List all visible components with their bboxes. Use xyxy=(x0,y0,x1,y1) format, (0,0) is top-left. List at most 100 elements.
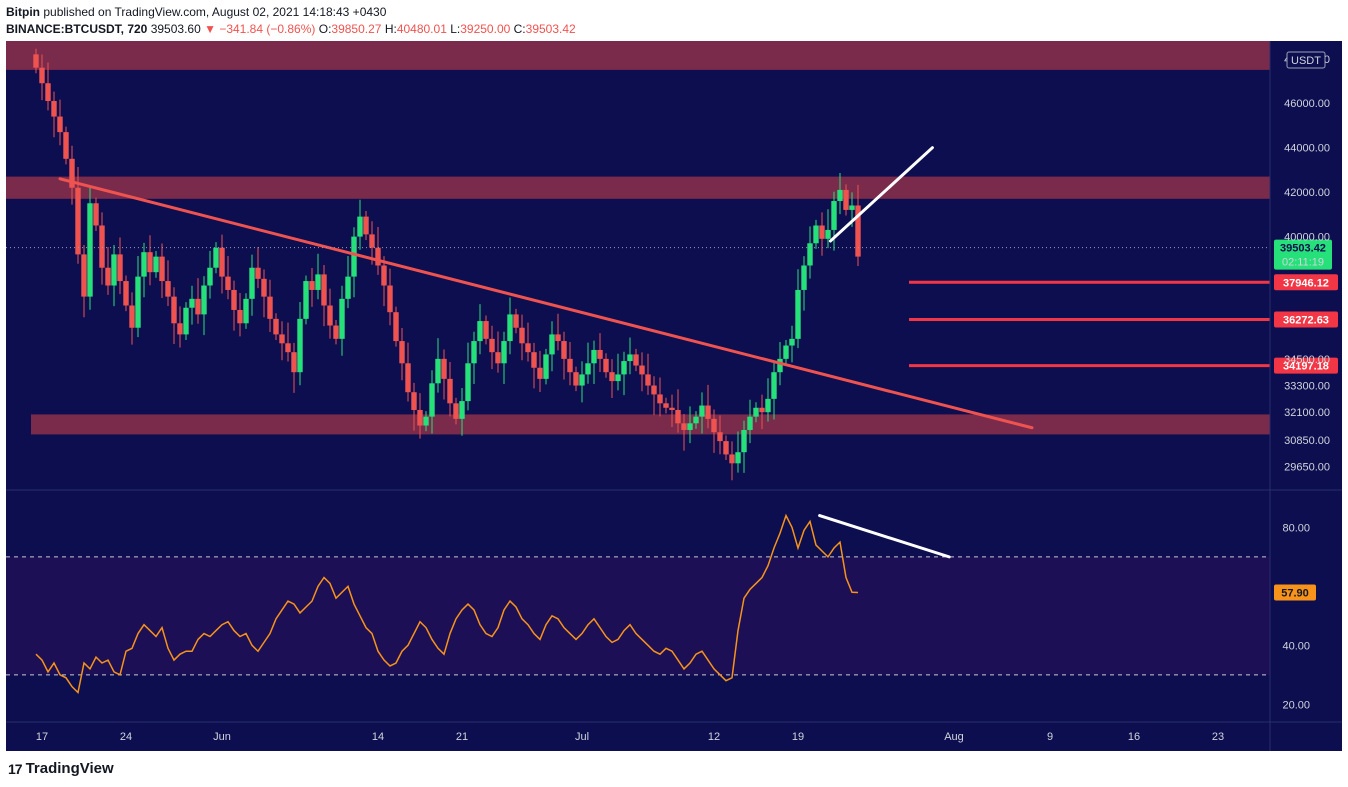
descending-trendline[interactable] xyxy=(58,177,1034,430)
candle-body xyxy=(651,385,657,395)
time-tick-label: 14 xyxy=(372,731,384,743)
candle-body xyxy=(675,409,681,424)
candle-body xyxy=(267,296,273,319)
candle-body xyxy=(339,298,345,339)
candle-body xyxy=(189,298,195,308)
candle-body xyxy=(183,307,189,335)
candle-body xyxy=(69,158,75,188)
candle-body xyxy=(765,398,771,413)
candle-body xyxy=(681,423,687,430)
time-tick-label: Jul xyxy=(575,731,589,743)
time-tick-label: Jun xyxy=(213,731,231,743)
open-value: 39850.27 xyxy=(331,22,382,36)
price-tick-label: 33300.00 xyxy=(1284,381,1330,393)
candle-body xyxy=(63,132,69,159)
candle-body xyxy=(507,314,513,342)
candle-body xyxy=(603,358,609,373)
candle-body xyxy=(711,418,717,433)
price-tick-label: 42000.00 xyxy=(1284,187,1330,199)
high-label: H: xyxy=(384,22,397,36)
tradingview-logo: 17 TradingView xyxy=(8,760,114,777)
candle-body xyxy=(435,358,441,384)
candle-body xyxy=(537,367,543,379)
rising-trendline[interactable] xyxy=(828,146,934,243)
candle-body xyxy=(531,352,537,368)
candle-body xyxy=(111,254,117,286)
candle-body xyxy=(165,281,171,297)
candle-body xyxy=(699,405,705,417)
symbol-name[interactable]: BINANCE:BTCUSDT, 720 xyxy=(6,22,148,36)
price-level-badge xyxy=(1274,274,1338,291)
resistance-zone xyxy=(6,41,1270,70)
candle-body xyxy=(225,276,231,290)
time-tick-label: 24 xyxy=(120,731,132,743)
price-tick-label: 32100.00 xyxy=(1284,407,1330,419)
candle-body xyxy=(663,403,669,408)
candle-body xyxy=(819,225,825,239)
rsi-pane[interactable] xyxy=(6,513,1270,695)
rsi-tick-label: 80.00 xyxy=(1282,522,1310,534)
low-value: 39250.00 xyxy=(460,22,511,36)
high-value: 40480.01 xyxy=(396,22,447,36)
candle-body xyxy=(321,274,327,306)
candle-body xyxy=(231,289,237,310)
candle-body xyxy=(549,334,555,355)
price-tick-label: 46000.00 xyxy=(1284,98,1330,110)
rsi-axis[interactable]: 80.00 40.00 20.00 57.90 xyxy=(1274,522,1316,711)
candle-body xyxy=(489,338,495,353)
candle-body xyxy=(447,378,453,404)
candle-body xyxy=(759,407,765,413)
candle-body xyxy=(585,363,591,375)
price-axis[interactable]: 37946.12 36272.63 34197.18 39503.42 02:11:19… xyxy=(1274,51,1338,474)
rsi-tick-label: 40.00 xyxy=(1282,640,1310,652)
candle-body xyxy=(441,358,447,379)
chart-area[interactable]: 37946.12 36272.63 34197.18 39503.42 02:11:19… xyxy=(0,0,1348,760)
candle-body xyxy=(351,236,357,277)
current-price-label: 39503.42 xyxy=(1280,243,1326,255)
candle-body xyxy=(201,285,207,315)
candle-body xyxy=(357,216,363,237)
candle-body xyxy=(141,252,147,277)
candle-body xyxy=(363,216,369,235)
rsi-line[interactable] xyxy=(35,513,859,695)
price-tick-label: 29650.00 xyxy=(1284,462,1330,474)
currency-badge-label[interactable]: USDT xyxy=(1291,55,1321,67)
candle-body xyxy=(219,247,225,277)
candle-body xyxy=(285,343,291,353)
candle-body xyxy=(177,323,183,335)
candle-body xyxy=(735,452,741,464)
symbol-legend: BINANCE:BTCUSDT, 720 39503.60 ▼ −341.84 … xyxy=(6,22,576,36)
rsi-divergence-trendline[interactable] xyxy=(818,514,951,559)
rsi-tick-label: 20.00 xyxy=(1282,699,1310,711)
candle-body xyxy=(99,225,105,268)
candle-body xyxy=(273,318,279,335)
candle-body xyxy=(621,361,627,375)
candle-body xyxy=(411,392,417,410)
candle-body xyxy=(429,383,435,417)
time-tick-label: 19 xyxy=(792,731,804,743)
candle-body xyxy=(453,403,459,419)
candle-body xyxy=(591,349,597,364)
candle-body xyxy=(471,341,477,364)
tradingview-logo-text: TradingView xyxy=(25,760,114,777)
close-label: C: xyxy=(513,22,526,36)
candle-body xyxy=(117,254,123,282)
candle-body xyxy=(597,349,603,359)
price-tick-label: 44000.00 xyxy=(1284,143,1330,155)
currency-badge[interactable] xyxy=(1286,51,1326,69)
candle-body xyxy=(723,441,729,455)
price-level-label: 34197.18 xyxy=(1283,361,1329,373)
candle-body xyxy=(729,454,735,464)
open-label: O: xyxy=(318,22,332,36)
candle-body xyxy=(615,374,621,382)
price-change: ▼ −341.84 (−0.86%) xyxy=(204,22,316,36)
candle-body xyxy=(627,354,633,362)
candle-body xyxy=(783,345,789,359)
candle-body xyxy=(75,187,81,255)
candle-body xyxy=(417,409,423,426)
price-pane[interactable] xyxy=(6,41,1270,481)
candle-body xyxy=(513,314,519,328)
candle-body xyxy=(39,67,45,84)
time-axis[interactable]: 17 24 Jun 14 21 Jul 12 19 Aug 9 16 23 xyxy=(36,731,1224,743)
candle-body xyxy=(129,305,135,328)
